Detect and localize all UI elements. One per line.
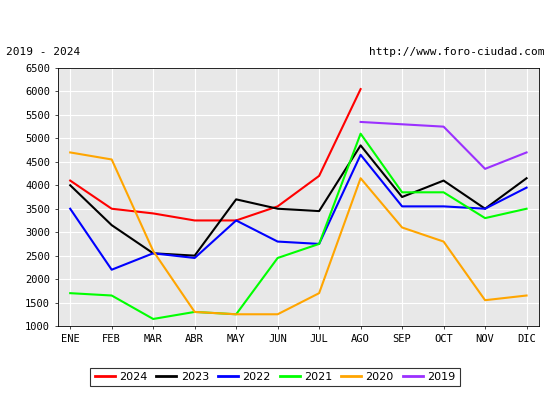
Text: 2019 - 2024: 2019 - 2024	[6, 47, 80, 57]
Text: http://www.foro-ciudad.com: http://www.foro-ciudad.com	[369, 47, 544, 57]
Legend: 2024, 2023, 2022, 2021, 2020, 2019: 2024, 2023, 2022, 2021, 2020, 2019	[90, 368, 460, 386]
Text: Evolucion Nº Turistas Nacionales en el municipio de Mieres: Evolucion Nº Turistas Nacionales en el m…	[79, 14, 471, 28]
